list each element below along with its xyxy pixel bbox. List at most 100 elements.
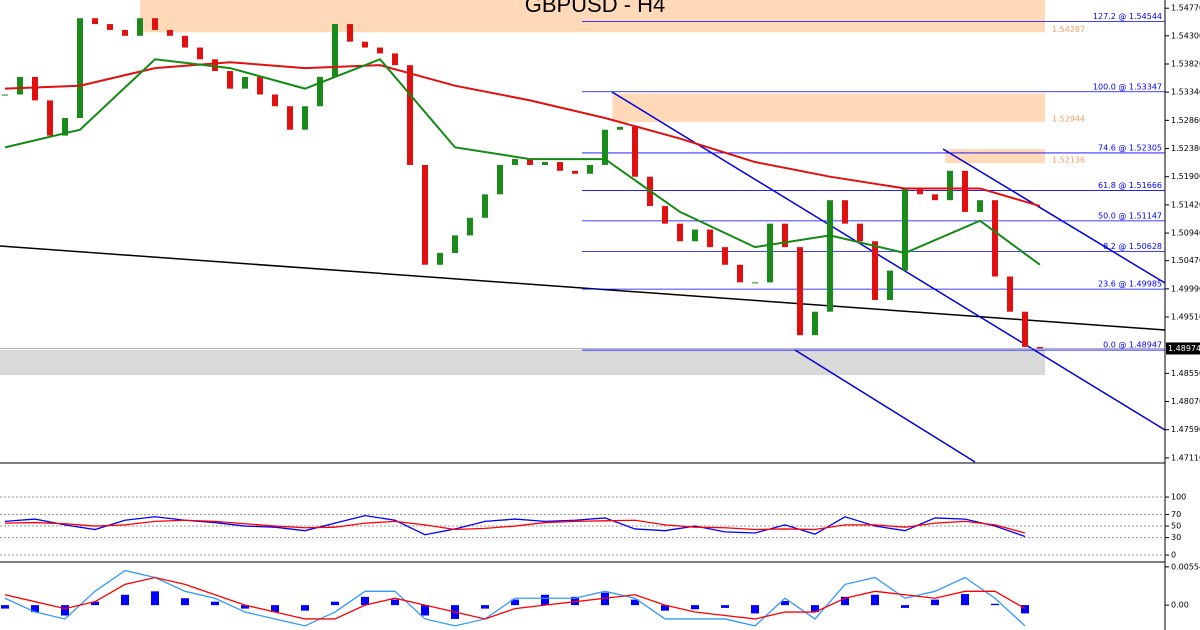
trend-line bbox=[0, 245, 1166, 331]
zone-label: 1.52944 bbox=[1052, 115, 1085, 124]
candle bbox=[302, 106, 308, 130]
macd-line bbox=[4, 576, 1026, 620]
candle bbox=[947, 170, 953, 201]
histogram-bar bbox=[601, 592, 609, 606]
fib-label: 100.0 @ 1.53347 bbox=[1093, 82, 1162, 91]
histogram-bar bbox=[511, 599, 519, 606]
zone-label: 1.54287 bbox=[1052, 25, 1085, 34]
channel-line bbox=[942, 148, 1166, 284]
candle bbox=[962, 170, 968, 212]
histogram-bar bbox=[841, 596, 849, 606]
histogram-bar bbox=[961, 594, 969, 606]
zone-label: 1.52136 bbox=[1052, 156, 1085, 165]
y-tick-label: 1.54770 bbox=[1171, 4, 1200, 13]
histogram-bar bbox=[91, 601, 99, 606]
y-tick-label: 1.48070 bbox=[1171, 397, 1200, 406]
candle bbox=[557, 162, 563, 171]
candle bbox=[767, 223, 773, 283]
fib-label: 74.6 @ 1.52305 bbox=[1098, 143, 1162, 152]
chart-title: GBPUSD - H4 bbox=[525, 0, 666, 17]
candle bbox=[512, 159, 518, 165]
fib-label: 23.6 @ 1.49985 bbox=[1098, 280, 1162, 289]
y-tick-label: 1.51900 bbox=[1171, 172, 1200, 181]
y-tick-label: 1.54300 bbox=[1171, 31, 1200, 40]
candle bbox=[47, 100, 53, 136]
y-tick-label: 1.47110 bbox=[1171, 453, 1200, 462]
y-tick-label: 1.53820 bbox=[1171, 59, 1200, 68]
candle bbox=[317, 76, 323, 107]
candle bbox=[932, 194, 938, 201]
candle bbox=[572, 170, 578, 174]
histogram-bar bbox=[181, 598, 189, 606]
candle bbox=[752, 282, 758, 284]
candle bbox=[887, 270, 893, 300]
histogram-bar bbox=[1021, 605, 1029, 614]
candle bbox=[617, 126, 623, 130]
candle bbox=[122, 29, 128, 36]
y-tick-label: 30 bbox=[1171, 533, 1181, 542]
histogram-bar bbox=[31, 605, 39, 613]
candle bbox=[437, 253, 443, 265]
histogram-bar bbox=[901, 605, 909, 608]
histogram-bar bbox=[301, 605, 309, 611]
histogram-bar bbox=[721, 605, 729, 608]
candle bbox=[92, 18, 98, 25]
candle bbox=[737, 264, 743, 283]
candle bbox=[482, 194, 488, 218]
histogram-bar bbox=[871, 594, 879, 606]
candle bbox=[977, 200, 983, 212]
y-tick-label: 1.50470 bbox=[1171, 256, 1200, 265]
fib-label: 8.2 @ 1.50628 bbox=[1103, 242, 1162, 251]
candle bbox=[407, 65, 413, 165]
moving-average bbox=[4, 58, 1041, 266]
candle bbox=[1037, 346, 1043, 349]
candle bbox=[587, 164, 593, 174]
candle bbox=[227, 71, 233, 89]
candle bbox=[917, 188, 923, 195]
histogram-bar bbox=[541, 594, 549, 606]
candle bbox=[137, 18, 143, 36]
histogram-bar bbox=[271, 605, 279, 613]
histogram-bar bbox=[991, 603, 999, 606]
candle bbox=[827, 200, 833, 312]
candle bbox=[842, 200, 848, 224]
base bbox=[0, 0, 1166, 630]
y-tick-label: 50 bbox=[1171, 522, 1181, 531]
zones bbox=[0, 0, 1045, 376]
moving-average bbox=[4, 61, 1041, 208]
y-tick-label: 0.00 bbox=[1171, 601, 1189, 610]
candle bbox=[332, 24, 338, 77]
histogram-bar bbox=[361, 596, 369, 606]
histogram-bar bbox=[121, 594, 129, 606]
candle bbox=[32, 76, 38, 101]
candle bbox=[527, 159, 533, 165]
macd-line bbox=[4, 569, 1026, 627]
histogram-bar bbox=[421, 605, 429, 616]
candle bbox=[497, 164, 503, 195]
candle bbox=[377, 47, 383, 54]
candle bbox=[362, 41, 368, 48]
candle bbox=[62, 117, 68, 136]
histogram-bar bbox=[151, 591, 159, 606]
y-tick-label: 70 bbox=[1171, 510, 1181, 519]
candle bbox=[182, 35, 188, 48]
fib-label: 0.0 @ 1.48947 bbox=[1103, 341, 1162, 350]
candle bbox=[242, 76, 248, 89]
histogram-bar bbox=[61, 605, 69, 616]
candle bbox=[902, 188, 908, 271]
histogram-bar bbox=[751, 605, 759, 614]
histogram-bar bbox=[571, 596, 579, 606]
candle bbox=[677, 223, 683, 242]
zone bbox=[945, 149, 1045, 164]
y-tick-label: 1.52860 bbox=[1171, 116, 1200, 125]
y-tick-label: 1.52380 bbox=[1171, 144, 1200, 153]
candle bbox=[77, 18, 83, 118]
candle bbox=[632, 126, 638, 177]
channel-line bbox=[794, 349, 976, 463]
y-tick-label: 1.49510 bbox=[1171, 313, 1200, 322]
current-price: 1.48974 bbox=[1168, 344, 1200, 353]
zone bbox=[612, 93, 1045, 123]
y-tick-label: 0.005541 bbox=[1171, 562, 1200, 571]
fib-label: 61.8 @ 1.51666 bbox=[1098, 181, 1162, 190]
